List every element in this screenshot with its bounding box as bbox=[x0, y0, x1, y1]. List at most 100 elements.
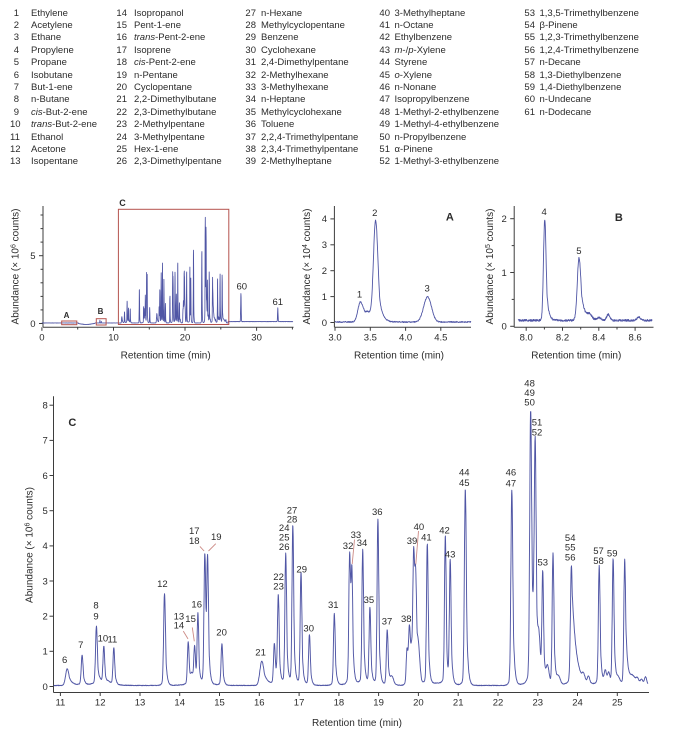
svg-text:16: 16 bbox=[254, 698, 265, 709]
svg-text:5: 5 bbox=[43, 506, 48, 517]
svg-text:25: 25 bbox=[612, 698, 623, 709]
svg-text:57: 57 bbox=[593, 546, 604, 557]
svg-text:2: 2 bbox=[322, 266, 327, 277]
svg-text:A: A bbox=[64, 311, 70, 320]
svg-text:18: 18 bbox=[334, 698, 345, 709]
svg-text:4: 4 bbox=[322, 214, 327, 225]
svg-text:17: 17 bbox=[294, 698, 305, 709]
svg-text:25: 25 bbox=[279, 532, 290, 543]
svg-text:Retention time (min): Retention time (min) bbox=[121, 351, 211, 362]
svg-text:58: 58 bbox=[593, 556, 604, 567]
svg-text:5: 5 bbox=[30, 251, 35, 262]
svg-text:4: 4 bbox=[43, 541, 48, 552]
svg-text:3: 3 bbox=[425, 283, 430, 294]
svg-text:61: 61 bbox=[273, 297, 284, 308]
svg-text:56: 56 bbox=[565, 552, 576, 563]
svg-text:24: 24 bbox=[279, 523, 290, 534]
svg-text:C: C bbox=[119, 198, 126, 208]
svg-text:45: 45 bbox=[459, 478, 470, 489]
svg-text:20: 20 bbox=[180, 333, 191, 344]
svg-text:0: 0 bbox=[322, 318, 327, 329]
svg-text:2: 2 bbox=[502, 214, 507, 225]
svg-text:43: 43 bbox=[445, 549, 456, 560]
svg-text:5: 5 bbox=[576, 246, 581, 257]
svg-text:40: 40 bbox=[414, 522, 425, 533]
svg-text:15: 15 bbox=[214, 698, 225, 709]
svg-text:11: 11 bbox=[55, 698, 65, 709]
svg-text:37: 37 bbox=[382, 617, 393, 628]
svg-text:22: 22 bbox=[493, 698, 504, 709]
svg-text:2: 2 bbox=[372, 208, 377, 219]
svg-text:29: 29 bbox=[296, 565, 307, 576]
svg-text:53: 53 bbox=[538, 558, 549, 569]
svg-text:A: A bbox=[446, 211, 454, 223]
svg-text:52: 52 bbox=[532, 427, 543, 438]
svg-text:46: 46 bbox=[506, 468, 517, 479]
svg-text:54: 54 bbox=[565, 533, 576, 544]
svg-text:14: 14 bbox=[174, 698, 185, 709]
svg-text:23: 23 bbox=[273, 581, 284, 592]
svg-text:8.0: 8.0 bbox=[520, 333, 533, 344]
svg-text:Abundance (× 106 counts): Abundance (× 106 counts) bbox=[24, 487, 36, 603]
svg-text:1: 1 bbox=[322, 292, 327, 303]
svg-text:24: 24 bbox=[572, 698, 583, 709]
svg-text:48: 48 bbox=[524, 379, 535, 390]
svg-text:17: 17 bbox=[189, 526, 200, 537]
svg-text:42: 42 bbox=[439, 526, 450, 537]
svg-text:12: 12 bbox=[95, 698, 106, 709]
svg-text:8.6: 8.6 bbox=[628, 333, 641, 344]
svg-text:18: 18 bbox=[189, 536, 200, 547]
svg-text:15: 15 bbox=[185, 614, 196, 625]
svg-text:Retention time (min): Retention time (min) bbox=[312, 718, 402, 729]
svg-text:B: B bbox=[98, 307, 104, 316]
svg-text:4.0: 4.0 bbox=[399, 333, 412, 344]
svg-text:7: 7 bbox=[78, 640, 83, 651]
svg-text:38: 38 bbox=[401, 614, 412, 625]
svg-text:Abundance (× 105 counts): Abundance (× 105 counts) bbox=[485, 209, 497, 325]
svg-text:31: 31 bbox=[328, 600, 339, 611]
svg-text:8: 8 bbox=[43, 401, 48, 412]
svg-text:7: 7 bbox=[43, 436, 48, 447]
svg-text:32: 32 bbox=[343, 541, 354, 552]
svg-text:4.5: 4.5 bbox=[434, 333, 447, 344]
svg-text:23: 23 bbox=[533, 698, 544, 709]
svg-text:4: 4 bbox=[542, 207, 547, 218]
svg-text:B: B bbox=[615, 212, 623, 224]
svg-text:27: 27 bbox=[287, 505, 298, 516]
svg-text:34: 34 bbox=[357, 538, 368, 549]
svg-text:3.5: 3.5 bbox=[364, 333, 377, 344]
svg-text:0: 0 bbox=[502, 322, 507, 333]
svg-text:6: 6 bbox=[43, 471, 48, 482]
svg-text:60: 60 bbox=[237, 281, 248, 292]
svg-text:13: 13 bbox=[135, 698, 146, 709]
svg-text:19: 19 bbox=[373, 698, 384, 709]
svg-text:C: C bbox=[68, 417, 76, 429]
svg-text:12: 12 bbox=[157, 579, 168, 590]
svg-text:21: 21 bbox=[453, 698, 464, 709]
svg-text:59: 59 bbox=[607, 549, 618, 560]
svg-text:28: 28 bbox=[287, 515, 298, 526]
svg-text:44: 44 bbox=[459, 467, 470, 478]
svg-text:26: 26 bbox=[279, 542, 290, 553]
svg-text:8.4: 8.4 bbox=[592, 333, 605, 344]
svg-text:22: 22 bbox=[273, 572, 284, 583]
svg-text:0: 0 bbox=[43, 682, 48, 693]
svg-text:8.2: 8.2 bbox=[556, 333, 569, 344]
svg-text:3.0: 3.0 bbox=[328, 333, 341, 344]
svg-text:10: 10 bbox=[98, 633, 109, 644]
svg-text:41: 41 bbox=[421, 532, 432, 543]
svg-text:51: 51 bbox=[532, 418, 543, 429]
svg-text:13: 13 bbox=[174, 612, 185, 623]
svg-text:Abundance (× 106 counts): Abundance (× 106 counts) bbox=[10, 209, 22, 325]
svg-text:11: 11 bbox=[107, 635, 117, 646]
svg-text:14: 14 bbox=[174, 621, 185, 632]
svg-text:49: 49 bbox=[524, 388, 535, 399]
svg-text:20: 20 bbox=[216, 627, 227, 638]
svg-text:30: 30 bbox=[303, 624, 314, 635]
svg-text:6: 6 bbox=[62, 655, 67, 666]
svg-text:20: 20 bbox=[413, 698, 424, 709]
svg-text:1: 1 bbox=[357, 289, 362, 300]
svg-text:3: 3 bbox=[43, 576, 48, 587]
svg-text:Abundance (× 104 counts): Abundance (× 104 counts) bbox=[302, 209, 314, 325]
svg-text:9: 9 bbox=[93, 612, 98, 623]
